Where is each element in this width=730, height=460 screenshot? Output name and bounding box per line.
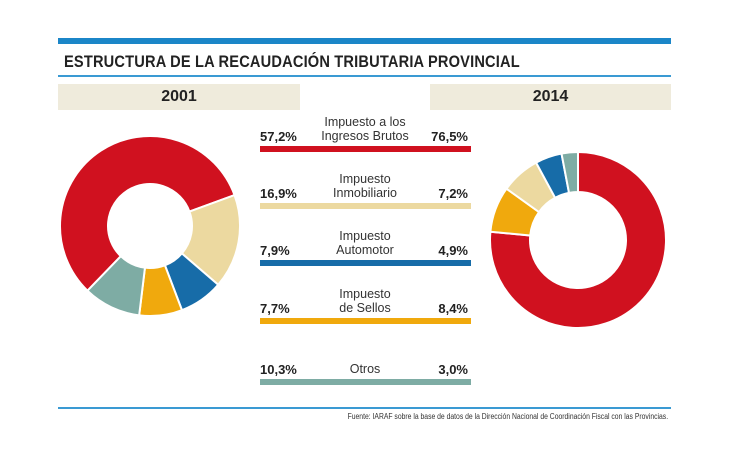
- donut-slice-2014-4: [560, 150, 579, 195]
- legend-row: Impuesto a los Ingresos Brutos 57,2% 76,…: [260, 115, 471, 155]
- value-2014: 8,4%: [438, 301, 468, 316]
- legend-label-line1: Impuesto: [339, 172, 391, 186]
- value-2014: 7,2%: [438, 186, 468, 201]
- value-2014: 76,5%: [431, 129, 468, 144]
- legend-label-line2: Automotor: [336, 243, 394, 257]
- legend-color-bar: [260, 318, 471, 324]
- legend-label-line2: de Sellos: [339, 301, 391, 315]
- legend-color-bar: [260, 260, 471, 266]
- value-2001: 57,2%: [260, 129, 297, 144]
- legend-label-line1: Impuesto: [339, 229, 391, 243]
- legend-label-line2: Ingresos Brutos: [321, 129, 409, 143]
- legend-row: Impuesto Inmobiliario 16,9% 7,2%: [260, 172, 471, 212]
- donut-slice-2014-0: [489, 150, 667, 329]
- title-divider: [58, 75, 671, 77]
- legend-color-bar: [260, 203, 471, 209]
- source-note: Fuente: IARAF sobre la base de datos de …: [347, 412, 668, 421]
- legend-row: Impuesto Automotor 7,9% 4,9%: [260, 229, 471, 269]
- value-2001: 10,3%: [260, 362, 297, 377]
- chart-title: ESTRUCTURA DE LA RECAUDACIÓN TRIBUTARIA …: [64, 52, 520, 71]
- donut-slice-2001-0: [59, 135, 236, 293]
- year-2001-header: 2001: [58, 84, 300, 110]
- year-2014-header: 2014: [430, 84, 671, 110]
- legend-color-bar: [260, 379, 471, 385]
- top-accent-bar: [58, 38, 671, 44]
- value-2014: 3,0%: [438, 362, 468, 377]
- value-2001: 7,9%: [260, 243, 290, 258]
- legend-label-line1: Impuesto a los: [324, 115, 406, 129]
- legend-label-line2: Inmobiliario: [333, 186, 397, 200]
- legend-color-bar: [260, 146, 471, 152]
- legend-label-line1: Impuesto: [339, 287, 391, 301]
- bottom-divider: [58, 407, 671, 409]
- legend-row: Otros 10,3% 3,0%: [260, 348, 471, 388]
- value-2014: 4,9%: [438, 243, 468, 258]
- value-2001: 16,9%: [260, 186, 297, 201]
- legend-row: Impuesto de Sellos 7,7% 8,4%: [260, 287, 471, 327]
- donut-slice-2001-4: [86, 254, 147, 317]
- legend-label-line2: Otros: [349, 362, 381, 376]
- value-2001: 7,7%: [260, 301, 290, 316]
